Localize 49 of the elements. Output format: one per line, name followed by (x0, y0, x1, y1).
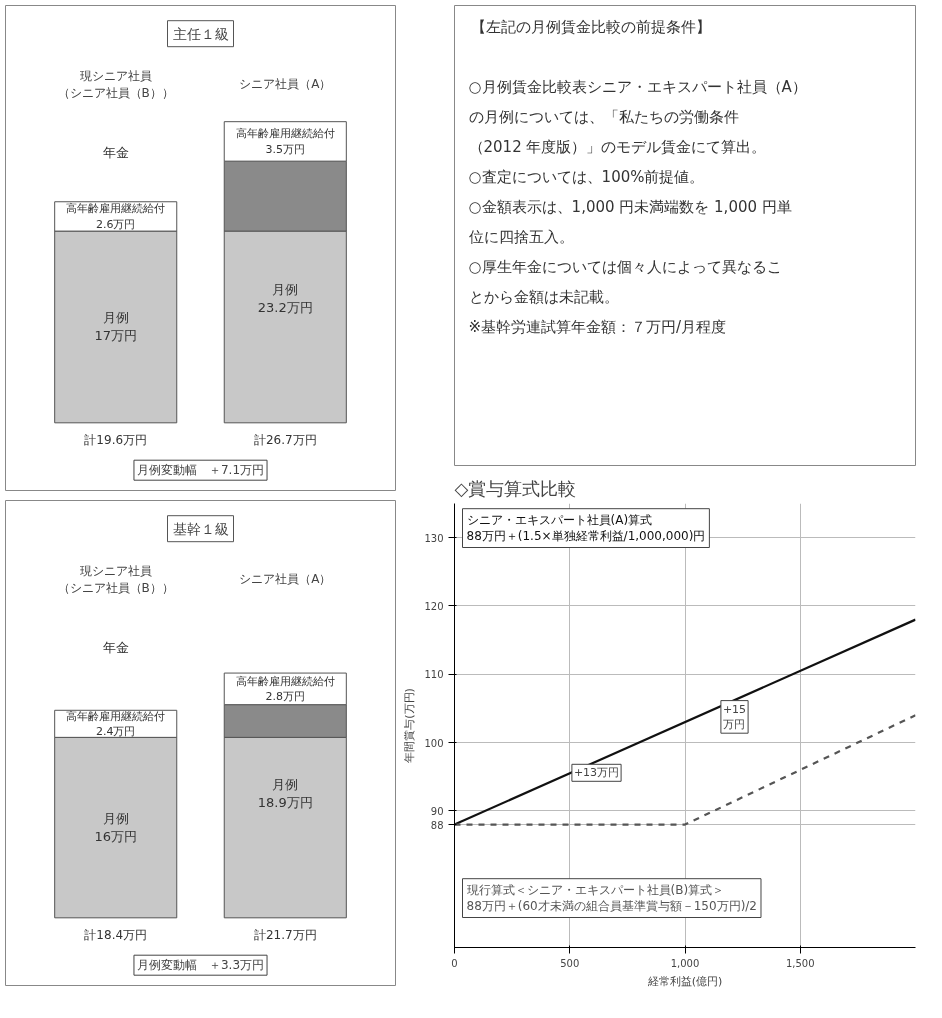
chart-title: 基幹１級 (172, 520, 229, 537)
text: ※基幹労連試算年金額：７万円/月程度 (468, 317, 727, 336)
x-tick-label: シニア社員（A） (239, 572, 332, 587)
annotation: 月例 23.2万円 (257, 282, 313, 316)
total-label: 計19.6万円 (84, 432, 148, 447)
chart-title: ◇賞与算式比較 (454, 477, 577, 499)
y-tick-label: 130 (424, 532, 444, 544)
text: シニア・エキスパート社員(A)算式 88万円＋(1.5×単独経常利益/1,000,000)円 (466, 512, 706, 544)
data-label: 高年齢雇用継続給付 3.5万円 (235, 127, 335, 156)
annotation: 月例 18.9万円 (257, 777, 313, 811)
text: 現行算式＜シニア・エキスパート社員(B)算式＞ 88万円＋(60才未満の組合員基準賞与額－150万円)/2 (466, 882, 757, 914)
data-label: 月例 17万円 (94, 310, 137, 344)
y-tick-label: 100 (424, 737, 444, 749)
x-tick-label: シニア社員（A） (239, 77, 332, 92)
data-label: 高年齢雇用継続給付 2.8万円 (235, 674, 335, 704)
total-label: 計26.7万円 (253, 432, 317, 447)
y-axis-title: 年間賞与(万円) (403, 688, 417, 763)
text: 年金 (102, 639, 129, 655)
annotation: +15 万円 (722, 702, 747, 732)
data-label: 高年齢雇用継続給付 2.4万円 (66, 709, 166, 739)
total-label: 計18.4万円 (84, 927, 148, 942)
y-tick-label: 88 (430, 819, 444, 831)
y-tick-label: 110 (424, 669, 444, 681)
total-label: 計21.7万円 (253, 927, 317, 942)
text: ○金額表示は、1,000 円未満端数を 1,000 円単 (468, 197, 792, 216)
y-tick-label: 120 (424, 600, 444, 612)
text: ○査定については、100%前提値。 (468, 167, 705, 186)
chart-title: 主任１級 (172, 25, 229, 42)
x-tick-label: 現シニア社員（シニア社員（B）） (57, 564, 174, 595)
y-tick-label: 90 (430, 805, 444, 817)
annotation: +13万円 (573, 766, 620, 780)
annotation: 年金 (102, 144, 129, 160)
text: 位に四捨五入。 (468, 227, 574, 246)
text: 月例変動幅 ＋7.1万円 (136, 463, 265, 478)
data-label: 高年齢雇用継続給付 2.6万円 (66, 202, 166, 231)
text: ○厚生年金については個々人によって異なるこ (468, 257, 782, 276)
data-label: 月例 16万円 (94, 811, 137, 845)
text: 月例変動幅 ＋3.3万円 (136, 958, 265, 973)
text: （2012 年度版）」のモデル賃金にて算出。 (468, 137, 767, 156)
x-tick-label: 0 (451, 957, 458, 969)
x-tick-label: 500 (560, 957, 580, 969)
text: ○月例賃金比較表シニア・エキスパート社員（A） (468, 77, 807, 96)
text: とから金額は未記載。 (468, 287, 619, 306)
x-tick-label: 現シニア社員（シニア社員（B）） (57, 69, 174, 100)
text: 【左記の月例賃金比較の前提条件】 (470, 17, 711, 36)
text: の月例については、「私たちの労働条件 (468, 107, 739, 126)
x-tick-label: 1,500 (785, 957, 815, 969)
x-tick-label: 1,000 (670, 957, 700, 969)
x-axis-title: 経常利益(億円) (646, 974, 723, 988)
